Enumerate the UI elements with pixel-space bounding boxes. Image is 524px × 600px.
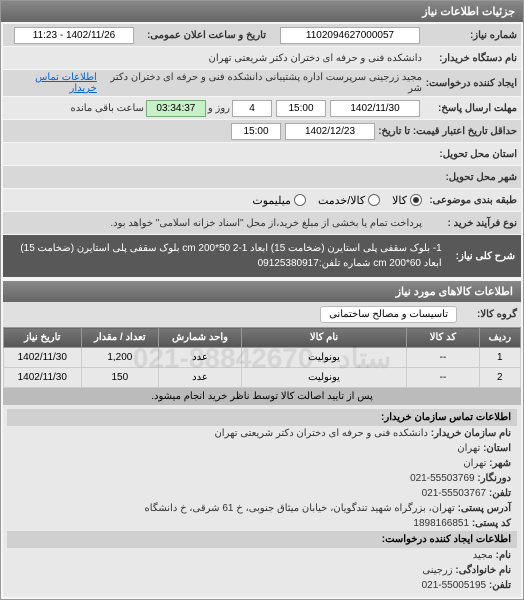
req-header: اطلاعات ایجاد کننده درخواست: bbox=[7, 531, 517, 548]
table-cell: -- bbox=[407, 348, 479, 368]
contact-tel: تلفن: 55503767-021 bbox=[7, 486, 517, 501]
contact-link[interactable]: اطلاعات تماس خریدار bbox=[7, 72, 97, 94]
announce-value: 1402/11/26 - 11:23 bbox=[14, 27, 134, 44]
row-min-date: حداقل تاریخ اعتبار قیمت: تا تاریخ: 1402/… bbox=[3, 120, 521, 142]
table-header: ردیف bbox=[479, 328, 520, 348]
goods-table-wrap: ستاد - 88842670-021 ردیفکد کالانام کالاو… bbox=[3, 327, 521, 388]
creator-label: ایجاد کننده درخواست: bbox=[422, 78, 517, 89]
radio-service-label: کالا/خدمت bbox=[318, 194, 365, 207]
need-type-label: طبقه بندی موضوعی: bbox=[422, 195, 517, 206]
row-manager: نام دستگاه خریدار: دانشکده فنی و حرفه ای… bbox=[3, 47, 521, 69]
remaining-label: ساعت باقی مانده bbox=[71, 103, 144, 114]
need-number-value: 1102094627000057 bbox=[280, 27, 420, 44]
process-note: پرداخت تمام یا بخشی از مبلغ خرید،از محل … bbox=[110, 218, 422, 229]
table-cell: یونولیت bbox=[241, 368, 406, 388]
table-cell: -- bbox=[407, 368, 479, 388]
contact-prov: استان: تهران bbox=[7, 441, 517, 456]
table-cell: یونولیت bbox=[241, 348, 406, 368]
row-city: شهر محل تحویل: bbox=[3, 166, 521, 188]
table-cell: عدد bbox=[159, 348, 242, 368]
table-header: واحد شمارش bbox=[159, 328, 242, 348]
goods-header: اطلاعات کالاهای مورد نیاز bbox=[3, 281, 521, 302]
city-label: شهر محل تحویل: bbox=[422, 172, 517, 183]
contact-fax: دورنگار: 55503769-021 bbox=[7, 471, 517, 486]
province-label: استان محل تحویل: bbox=[422, 149, 517, 160]
contact-city: شهر: تهران bbox=[7, 456, 517, 471]
process-label: نوع فرآیند خرید : bbox=[422, 218, 517, 229]
group-tag: تاسیسات و مصالح ساختمانی bbox=[320, 306, 457, 323]
table-cell: 1,200 bbox=[81, 348, 159, 368]
contact-name: نام: مجید bbox=[7, 548, 517, 563]
min-date-label: حداقل تاریخ اعتبار قیمت: تا تاریخ: bbox=[377, 126, 517, 137]
contact-post: کد پستی: 1898166851 bbox=[7, 516, 517, 531]
row-description: شرح کلی نیاز: 1- بلوک سقفی پلی استایرن (… bbox=[3, 235, 521, 277]
note-bar: پس از تایید اصالت کالا توسط ناظر خرید ان… bbox=[3, 388, 521, 405]
row-group: گروه کالا: تاسیسات و مصالح ساختمانی bbox=[3, 302, 521, 327]
radio-mixed-input[interactable] bbox=[294, 194, 306, 206]
details-panel: جزئیات اطلاعات نیاز شماره نیاز: 11020946… bbox=[0, 0, 524, 600]
manager-label: نام دستگاه خریدار: bbox=[422, 53, 517, 64]
goods-table: ردیفکد کالانام کالاواحد شمارشتعداد / مقد… bbox=[3, 327, 521, 388]
desc-label: شرح کلی نیاز: bbox=[450, 235, 521, 277]
creator-value: مجید زرجینی سرپرست اداره پشتیبانی دانشکد… bbox=[101, 72, 422, 94]
table-header: کد کالا bbox=[407, 328, 479, 348]
table-cell: 150 bbox=[81, 368, 159, 388]
row-need-type: طبقه بندی موضوعی: کالا کالا/خدمت میلیموت bbox=[3, 189, 521, 211]
min-date: 1402/12/23 bbox=[285, 123, 375, 140]
radio-goods-input[interactable] bbox=[410, 194, 422, 206]
panel-content: شماره نیاز: 1102094627000057 تاریخ و ساع… bbox=[1, 22, 523, 599]
deadline-time: 15:00 bbox=[276, 100, 326, 117]
days-label: روز و bbox=[208, 103, 230, 114]
contact-req-tel: تلفن: 55005195-021 bbox=[7, 578, 517, 593]
remaining-time: 03:34:37 bbox=[146, 100, 206, 117]
radio-mixed-label: میلیموت bbox=[252, 194, 291, 207]
table-row: 1--یونولیتعدد1,2001402/11/30 bbox=[4, 348, 521, 368]
row-creator: ایجاد کننده درخواست: مجید زرجینی سرپرست … bbox=[3, 70, 521, 96]
contact-header: اطلاعات تماس سازمان خریدار: bbox=[7, 409, 517, 426]
table-header: تعداد / مقدار bbox=[81, 328, 159, 348]
radio-service[interactable]: کالا/خدمت bbox=[318, 194, 380, 207]
announce-label: تاریخ و ساعت اعلان عمومی: bbox=[136, 30, 266, 41]
contact-addr: آدرس پستی: تهران، بزرگراه شهید تندگویان،… bbox=[7, 501, 517, 516]
manager-value: دانشکده فنی و حرفه ای دختران دکتر شریعتی… bbox=[208, 53, 422, 64]
radio-mixed[interactable]: میلیموت bbox=[252, 194, 306, 207]
row-process: نوع فرآیند خرید : پرداخت تمام یا بخشی از… bbox=[3, 212, 521, 234]
desc-text: 1- بلوک سقفی پلی استایرن (ضخامت 15) ابعا… bbox=[3, 235, 450, 277]
min-time: 15:00 bbox=[231, 123, 281, 140]
contact-section: اطلاعات تماس سازمان خریدار: نام سازمان خ… bbox=[3, 405, 521, 597]
table-cell: 1402/11/30 bbox=[4, 368, 82, 388]
table-header: تاریخ نیاز bbox=[4, 328, 82, 348]
row-need-number: شماره نیاز: 1102094627000057 تاریخ و ساع… bbox=[3, 24, 521, 46]
table-header: نام کالا bbox=[241, 328, 406, 348]
radio-service-input[interactable] bbox=[368, 194, 380, 206]
need-number-label: شماره نیاز: bbox=[422, 30, 517, 41]
panel-title: جزئیات اطلاعات نیاز bbox=[1, 1, 523, 22]
contact-org: نام سازمان خریدار: دانشکده فنی و حرفه ای… bbox=[7, 426, 517, 441]
table-cell: 1402/11/30 bbox=[4, 348, 82, 368]
table-cell: عدد bbox=[159, 368, 242, 388]
row-deadline: مهلت ارسال پاسخ: 1402/11/30 15:00 4 روز … bbox=[3, 97, 521, 119]
table-row: 2--یونولیتعدد1501402/11/30 bbox=[4, 368, 521, 388]
table-cell: 1 bbox=[479, 348, 520, 368]
days-value: 4 bbox=[232, 100, 272, 117]
radio-goods-label: کالا bbox=[392, 194, 407, 207]
deadline-label: مهلت ارسال پاسخ: bbox=[422, 103, 517, 114]
row-province: استان محل تحویل: bbox=[3, 143, 521, 165]
deadline-date: 1402/11/30 bbox=[330, 100, 420, 117]
need-type-radios: کالا کالا/خدمت میلیموت bbox=[252, 194, 422, 207]
table-cell: 2 bbox=[479, 368, 520, 388]
group-label: گروه کالا: bbox=[457, 309, 517, 320]
radio-goods[interactable]: کالا bbox=[392, 194, 422, 207]
